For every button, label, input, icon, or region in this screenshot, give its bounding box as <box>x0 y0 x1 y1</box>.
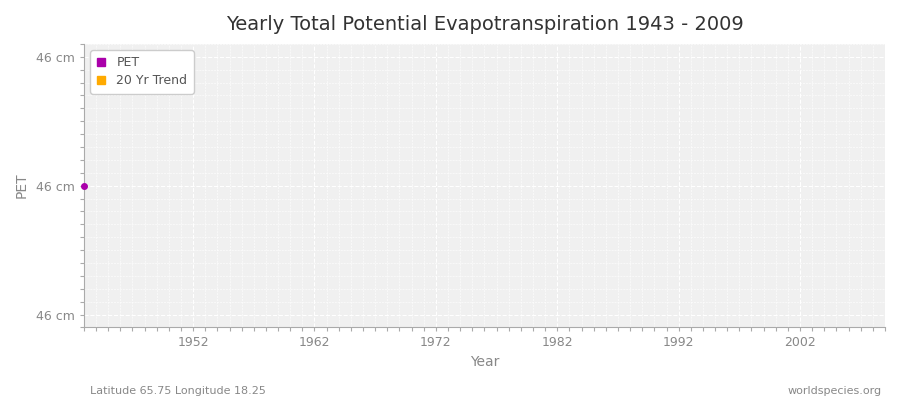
Title: Yearly Total Potential Evapotranspiration 1943 - 2009: Yearly Total Potential Evapotranspiratio… <box>226 15 743 34</box>
Legend: PET, 20 Yr Trend: PET, 20 Yr Trend <box>90 50 194 94</box>
Text: worldspecies.org: worldspecies.org <box>788 386 882 396</box>
X-axis label: Year: Year <box>470 355 500 369</box>
Y-axis label: PET: PET <box>15 173 29 198</box>
Text: Latitude 65.75 Longitude 18.25: Latitude 65.75 Longitude 18.25 <box>90 386 266 396</box>
